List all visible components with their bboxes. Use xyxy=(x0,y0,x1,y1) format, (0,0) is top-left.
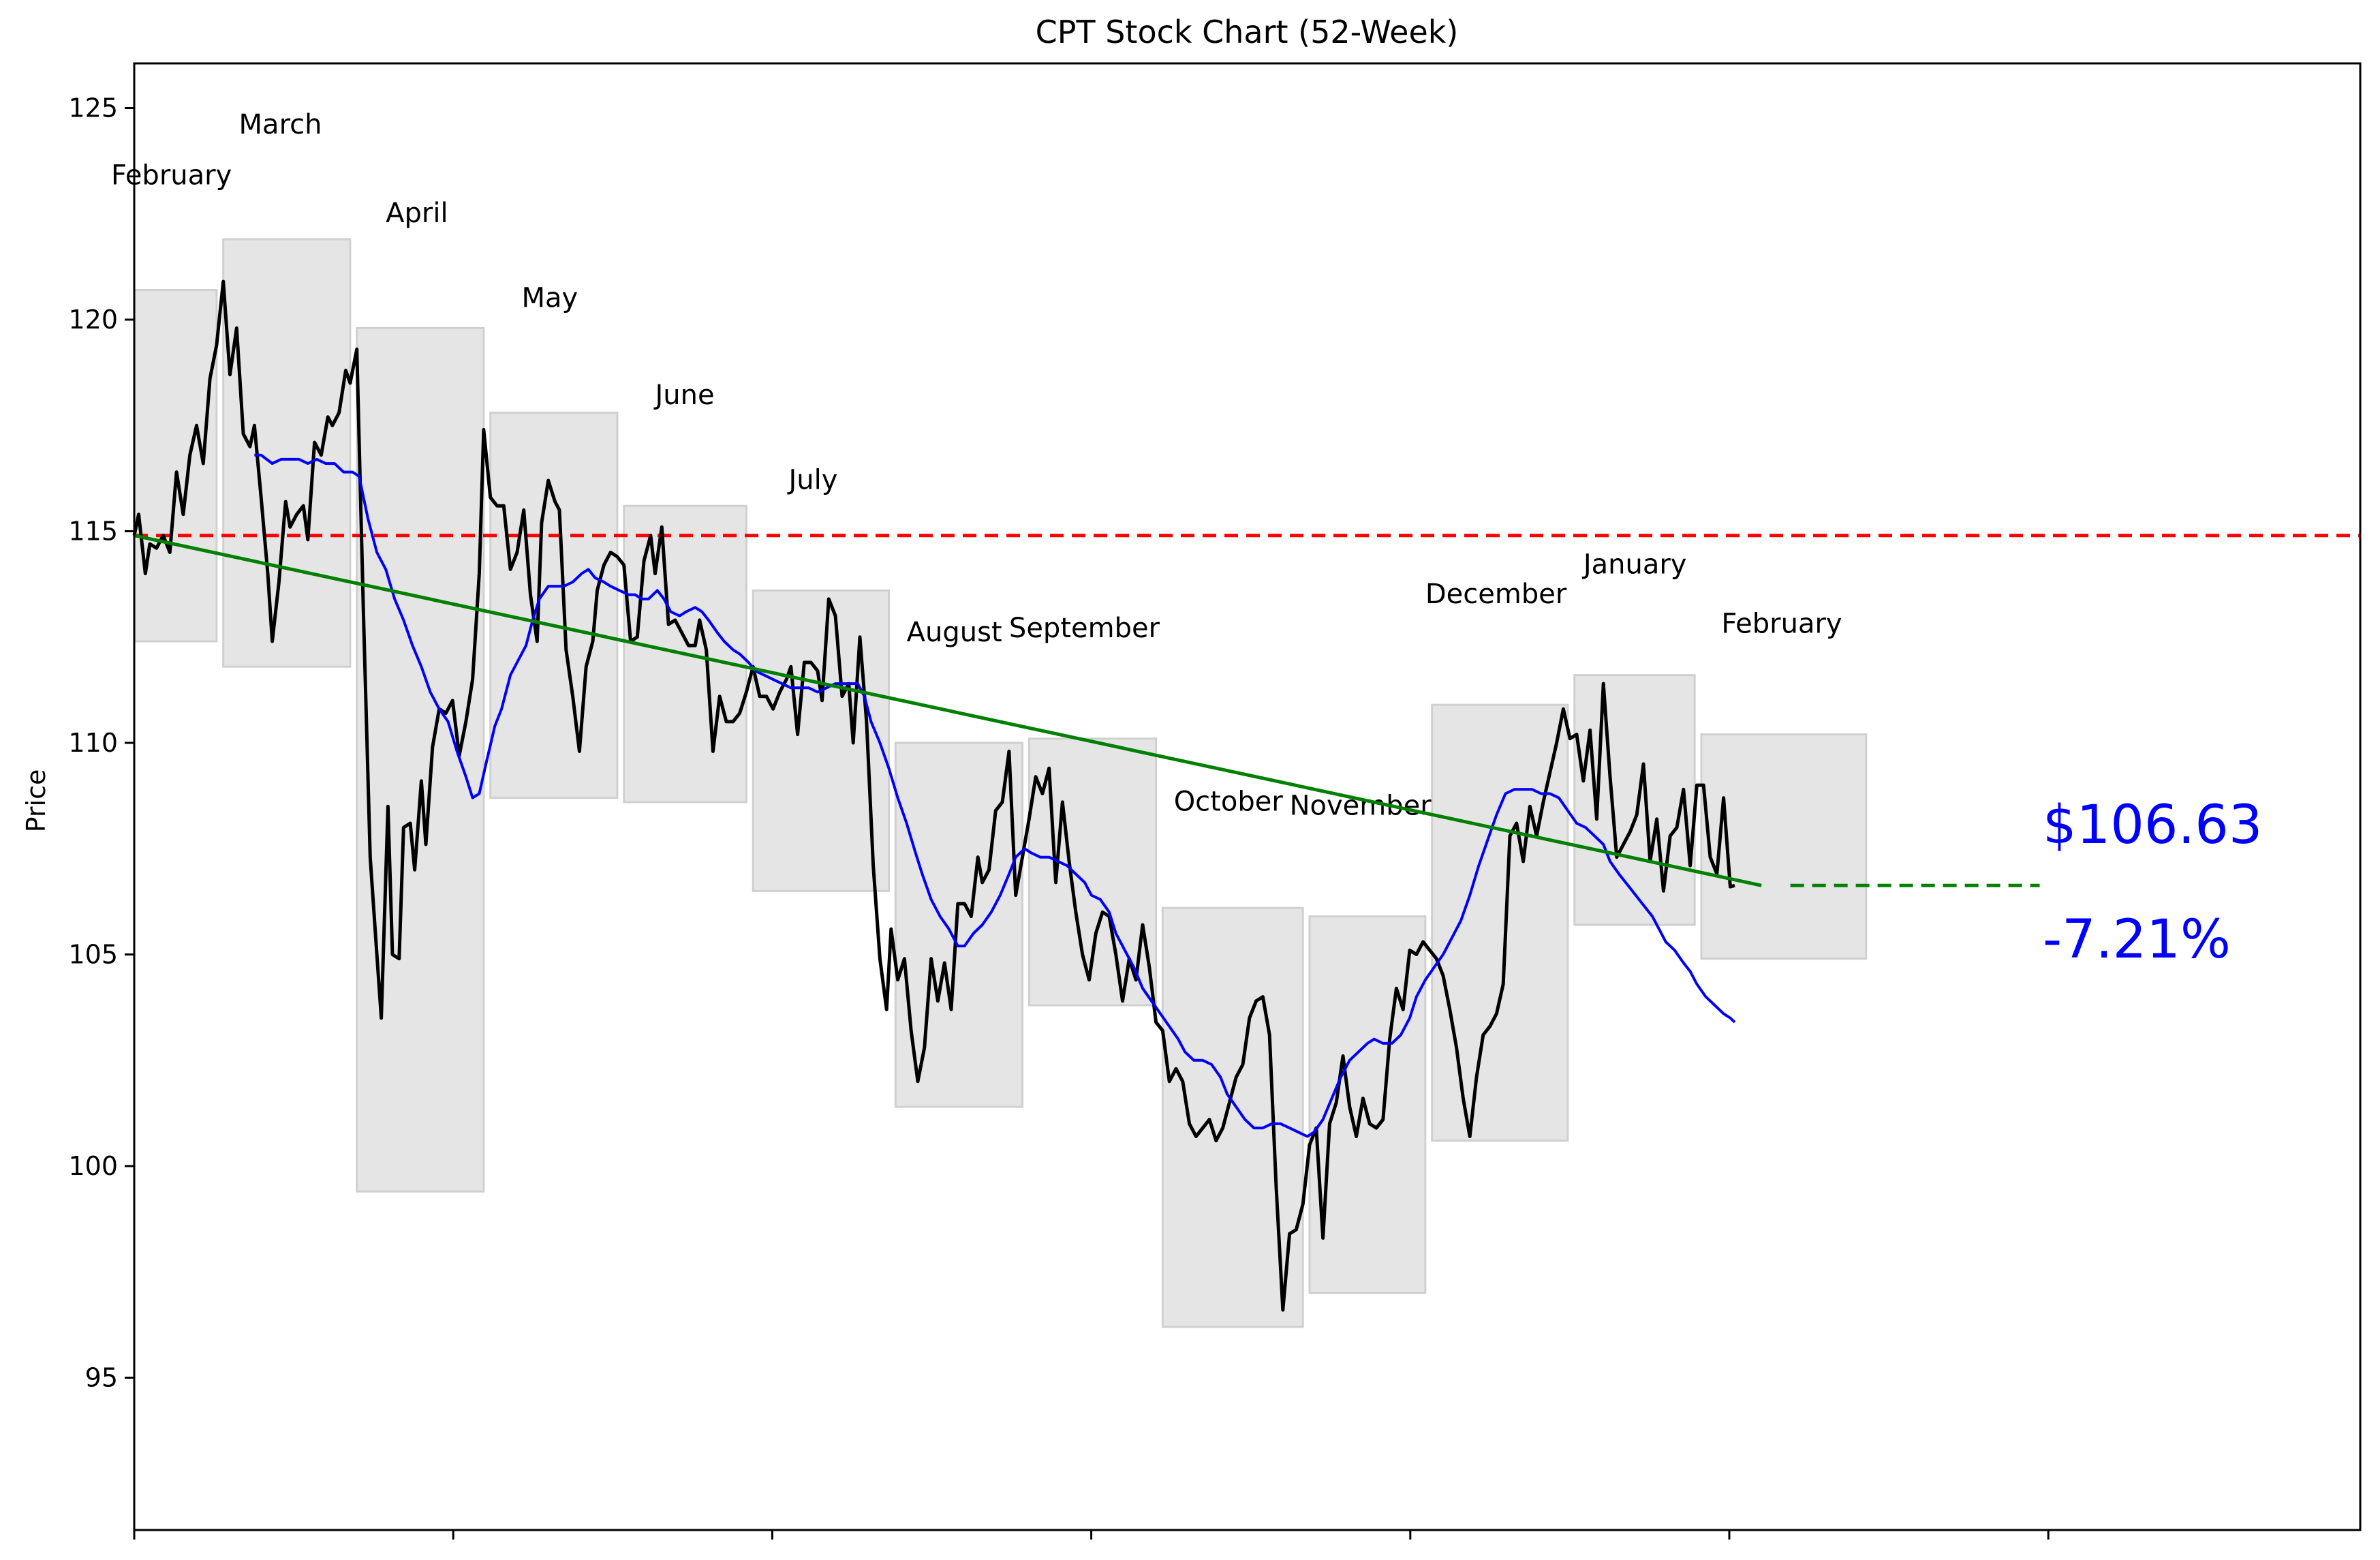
month-label: November xyxy=(1290,791,1432,822)
month-box xyxy=(1431,703,1569,1142)
month-label: May xyxy=(521,282,578,313)
trend-line xyxy=(134,534,1762,887)
y-tick-label: 105 xyxy=(68,940,118,970)
month-label: June xyxy=(653,380,714,411)
month-label: April xyxy=(386,198,448,229)
moving-average-line xyxy=(254,453,1736,1138)
price-line xyxy=(132,279,1735,1312)
month-label: March xyxy=(239,109,322,140)
month-box xyxy=(356,326,485,1193)
month-label: January xyxy=(1581,549,1687,581)
month-box xyxy=(133,289,218,643)
plot-frame xyxy=(133,62,2362,1531)
month-box xyxy=(1573,674,1696,926)
y-tick-label: 115 xyxy=(68,517,118,547)
y-tick-label: 110 xyxy=(68,728,118,758)
y-tick-label: 120 xyxy=(68,305,118,335)
month-range-boxes xyxy=(133,238,1868,1328)
change-percent-annotation: -7.21% xyxy=(2043,909,2231,970)
current-price-annotation: $106.63 xyxy=(2043,795,2263,856)
month-box xyxy=(222,238,352,668)
month-label: December xyxy=(1425,579,1567,610)
month-box xyxy=(489,412,619,799)
y-tick-label: 100 xyxy=(68,1151,118,1181)
month-label: October xyxy=(1174,786,1284,817)
month-label: August xyxy=(907,617,1002,648)
chart-title: CPT Stock Chart (52-Week) xyxy=(1036,14,1459,50)
y-axis-ticks: 95 100 105 110 115 120 125 xyxy=(68,93,134,1393)
month-label: September xyxy=(1009,613,1160,644)
month-label: February xyxy=(1721,609,1842,640)
month-label: February xyxy=(111,159,232,191)
month-label: July xyxy=(786,464,837,495)
y-axis-label: Price xyxy=(21,769,51,833)
x-axis-ticks xyxy=(133,1530,2050,1540)
y-tick-label: 95 xyxy=(85,1363,118,1393)
y-tick-label: 125 xyxy=(68,93,118,123)
